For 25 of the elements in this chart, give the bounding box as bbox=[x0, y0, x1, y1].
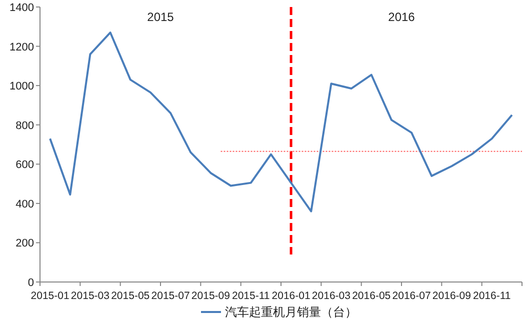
y-tick-label: 800 bbox=[16, 120, 34, 132]
y-tick-label: 1000 bbox=[10, 80, 34, 93]
x-tick-label: 2016-07 bbox=[392, 290, 431, 302]
y-tick-label: 0 bbox=[28, 277, 34, 289]
y-tick-label: 600 bbox=[16, 159, 34, 172]
y-tick-label: 200 bbox=[16, 238, 34, 250]
legend: 汽车起重机月销量（台） bbox=[201, 305, 357, 319]
x-tick-label: 2015-11 bbox=[232, 290, 270, 302]
x-tick-label: 2016-05 bbox=[352, 290, 391, 302]
x-tick-label: 2015-07 bbox=[151, 290, 190, 302]
line-series bbox=[49, 32, 513, 212]
x-tick-label: 2016-03 bbox=[312, 290, 351, 302]
y-tick-label: 1200 bbox=[10, 41, 34, 54]
annotation: 2015 bbox=[147, 10, 174, 24]
legend-label: 汽车起重机月销量（台） bbox=[225, 305, 357, 319]
annotation: 2016 bbox=[388, 10, 416, 24]
x-tick-label: 2016-11 bbox=[472, 290, 511, 302]
x-tick-label: 2016-09 bbox=[432, 290, 472, 302]
x-tick-label: 2015-09 bbox=[191, 290, 230, 302]
x-tick-label: 2015-05 bbox=[111, 290, 150, 302]
x-tick-label: 2015-01 bbox=[30, 290, 70, 302]
x-tick-label: 2016-01 bbox=[272, 290, 310, 302]
y-tick-label: 400 bbox=[16, 198, 34, 210]
y-tick-label: 1400 bbox=[10, 2, 34, 14]
x-tick-label: 2015-03 bbox=[70, 290, 110, 302]
